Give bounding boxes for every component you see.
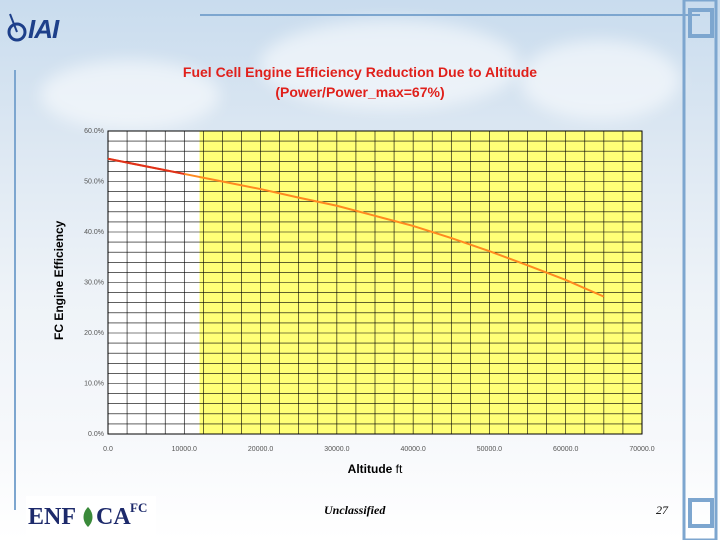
y-tick-label: 0.0% bbox=[88, 431, 104, 438]
iai-emblem-icon bbox=[7, 13, 27, 42]
background-cloud bbox=[520, 40, 680, 120]
y-tick-label: 40.0% bbox=[84, 229, 104, 236]
x-axis-label: Altitude ft bbox=[320, 462, 430, 476]
y-axis-label: FC Engine Efficiency bbox=[52, 220, 66, 340]
y-tick-label: 30.0% bbox=[84, 280, 104, 287]
classification-label: Unclassified bbox=[324, 503, 386, 517]
y-tick-label: 50.0% bbox=[84, 179, 104, 186]
frame-decoration-right bbox=[682, 0, 718, 540]
x-tick-label: 20000.0 bbox=[248, 446, 273, 453]
iai-logo: IAI bbox=[6, 12, 76, 46]
chart-title: Fuel Cell Engine Efficiency Reduction Du… bbox=[110, 62, 610, 102]
chart-subtitle-line: (Power/Power_max=67%) bbox=[275, 84, 445, 100]
enfica-fc-logo: ENF CA FC bbox=[26, 496, 156, 536]
logo-text-ca: CA bbox=[96, 504, 131, 530]
background-cloud bbox=[260, 20, 520, 110]
x-tick-label: 50000.0 bbox=[477, 446, 502, 453]
x-axis-label-bold: Altitude bbox=[347, 462, 393, 476]
x-tick-label: 60000.0 bbox=[553, 446, 578, 453]
leaf-icon bbox=[83, 507, 93, 527]
y-tick-label: 20.0% bbox=[84, 330, 104, 337]
plot-border bbox=[107, 130, 643, 435]
background-cloud bbox=[40, 60, 220, 130]
y-tick-label: 60.0% bbox=[84, 128, 104, 135]
x-tick-label: 30000.0 bbox=[324, 446, 349, 453]
efficiency-line-start bbox=[107, 157, 185, 175]
frame-top-line bbox=[200, 14, 700, 16]
logo-text-fc: FC bbox=[130, 500, 148, 515]
logo-text-enf: ENF bbox=[28, 504, 76, 530]
frame-left-line bbox=[14, 70, 16, 510]
chart-title-line: Fuel Cell Engine Efficiency Reduction Du… bbox=[182, 64, 538, 80]
x-tick-label: 10000.0 bbox=[172, 446, 197, 453]
x-tick-label: 40000.0 bbox=[400, 446, 425, 453]
page-number: 27 bbox=[656, 503, 668, 517]
y-tick-label: 10.0% bbox=[84, 381, 104, 388]
efficiency-line bbox=[107, 157, 605, 298]
iai-logo-text: IAI bbox=[28, 14, 59, 44]
x-tick-label: 70000.0 bbox=[629, 446, 654, 453]
x-tick-label: 0.0 bbox=[103, 446, 113, 453]
x-axis-label-unit: ft bbox=[392, 462, 403, 476]
